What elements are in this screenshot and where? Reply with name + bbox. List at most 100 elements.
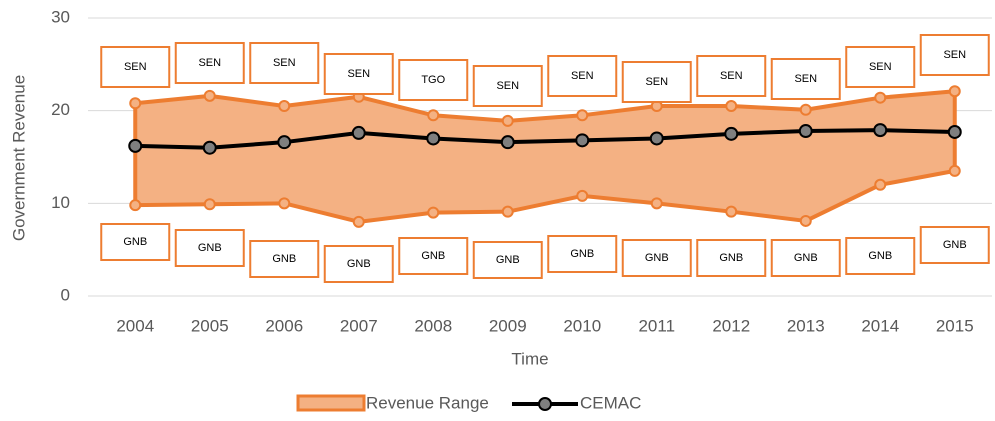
x-tick-label: 2006 <box>265 316 303 335</box>
label-box <box>621 61 692 103</box>
min-label: GNB <box>794 252 818 264</box>
label-box <box>696 55 767 97</box>
range-point <box>501 205 514 218</box>
x-tick-label: 2008 <box>414 316 452 335</box>
label-box <box>249 42 320 84</box>
max-label: TGO <box>421 74 445 86</box>
cemac-point <box>426 131 441 146</box>
min-label: GNB <box>719 252 743 264</box>
y-tick-label: 0 <box>61 285 70 304</box>
x-tick-label: 2005 <box>191 316 229 335</box>
y-tick-label: 20 <box>51 100 70 119</box>
min-label: GNB <box>272 253 296 265</box>
label-box <box>547 55 618 97</box>
x-tick-label: 2012 <box>712 316 750 335</box>
label-box <box>249 240 320 278</box>
label-box <box>919 34 990 76</box>
max-label: SEN <box>645 76 668 88</box>
min-label: GNB <box>570 248 594 260</box>
range-point <box>278 100 291 113</box>
label-box <box>472 65 543 107</box>
range-point <box>874 91 887 104</box>
x-axis-label: Time <box>511 349 548 368</box>
range-point <box>725 205 738 218</box>
cemac-point <box>649 131 664 146</box>
label-box <box>472 241 543 279</box>
range-point <box>501 114 514 127</box>
cemac-point <box>798 124 813 139</box>
min-label: GNB <box>645 252 669 264</box>
label-box <box>621 239 692 277</box>
max-label: SEN <box>794 73 817 85</box>
min-label: GNB <box>868 250 892 262</box>
range-point <box>650 197 663 210</box>
cemac-point <box>128 138 143 153</box>
min-label: GNB <box>347 258 371 270</box>
cemac-point <box>724 126 739 141</box>
x-tick-label: 2004 <box>116 316 154 335</box>
min-label: GNB <box>198 242 222 254</box>
range-point <box>352 215 365 228</box>
max-label: SEN <box>869 61 892 73</box>
label-box <box>845 237 916 275</box>
label-box <box>770 239 841 277</box>
range-point <box>576 109 589 122</box>
y-tick-label: 10 <box>51 193 70 212</box>
label-box <box>100 223 171 261</box>
range-point <box>874 178 887 191</box>
x-tick-label: 2011 <box>638 316 675 335</box>
max-label: SEN <box>273 57 296 69</box>
max-label: SEN <box>571 70 594 82</box>
legend-swatch <box>296 394 366 412</box>
cemac-point <box>202 140 217 155</box>
x-tick-label: 2010 <box>563 316 601 335</box>
cemac-point <box>500 135 515 150</box>
max-label: SEN <box>124 61 147 73</box>
range-point <box>948 85 961 98</box>
cemac-point <box>575 133 590 148</box>
max-label: SEN <box>943 49 966 61</box>
cemac-point <box>277 135 292 150</box>
legend-label: Revenue Range <box>366 393 489 412</box>
label-box <box>696 239 767 277</box>
x-tick-label: 2014 <box>861 316 899 335</box>
y-tick-label: 30 <box>51 7 70 26</box>
label-box <box>174 229 245 267</box>
range-point <box>129 199 142 212</box>
max-label: SEN <box>720 70 743 82</box>
cemac-point <box>351 125 366 140</box>
range-point <box>799 214 812 227</box>
x-tick-label: 2013 <box>787 316 825 335</box>
y-axis-label: Government Revenue <box>9 75 28 241</box>
range-point <box>129 97 142 110</box>
range-point <box>427 206 440 219</box>
cemac-line <box>135 128 955 150</box>
legend-marker <box>538 397 552 411</box>
label-box <box>547 235 618 273</box>
label-box <box>770 58 841 100</box>
x-tick-label: 2015 <box>936 316 974 335</box>
range-point <box>799 103 812 116</box>
range-point <box>203 89 216 102</box>
range-point <box>725 100 738 113</box>
label-box <box>100 46 171 88</box>
cemac-point <box>947 124 962 139</box>
range-point <box>278 197 291 210</box>
x-tick-label: 2009 <box>489 316 527 335</box>
label-box <box>919 226 990 264</box>
min-label: GNB <box>496 254 520 266</box>
max-label: SEN <box>496 80 519 92</box>
label-box <box>845 46 916 88</box>
range-point <box>576 189 589 202</box>
x-tick-label: 2007 <box>340 316 378 335</box>
min-label: GNB <box>943 239 967 251</box>
min-label: GNB <box>123 236 147 248</box>
label-box <box>398 237 469 275</box>
range-point <box>203 198 216 211</box>
max-label: SEN <box>347 68 370 80</box>
legend-label: CEMAC <box>580 393 641 412</box>
max-label: SEN <box>198 57 221 69</box>
label-box <box>323 53 394 95</box>
cemac-point <box>873 123 888 138</box>
